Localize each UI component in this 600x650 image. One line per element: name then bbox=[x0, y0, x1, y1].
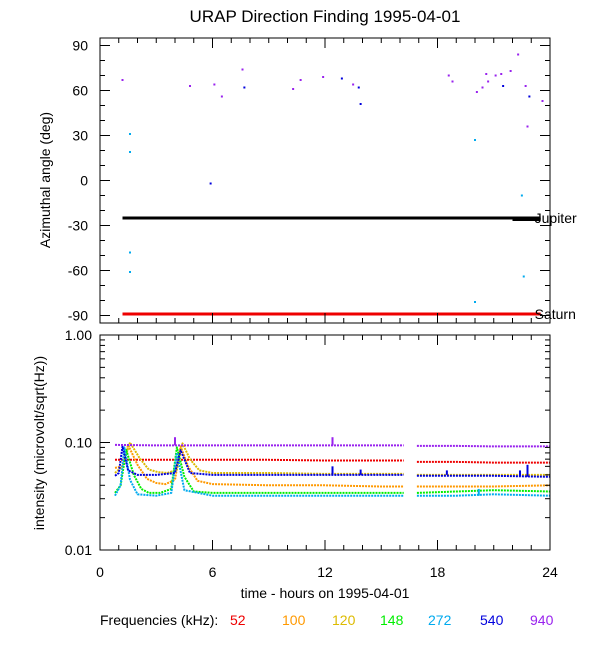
azimuth-point bbox=[359, 103, 362, 105]
azimuth-point bbox=[220, 95, 223, 98]
legend-entry-52: 52 bbox=[230, 612, 246, 628]
azimuth-point bbox=[299, 79, 302, 81]
x-tick-label: 12 bbox=[317, 564, 333, 580]
azimuth-point bbox=[189, 85, 191, 87]
intensity-series-120-a bbox=[114, 441, 404, 475]
legend-entry-148: 148 bbox=[380, 612, 404, 628]
azimuth-point bbox=[352, 83, 355, 86]
azimuth-point bbox=[121, 79, 124, 81]
intensity-y-tick-label: 0.01 bbox=[65, 542, 92, 558]
azimuth-point bbox=[447, 74, 450, 77]
azimuth-point bbox=[213, 83, 216, 86]
x-tick-label: 6 bbox=[209, 564, 217, 580]
legend-entry-100: 100 bbox=[282, 612, 306, 628]
azimuth-point bbox=[487, 80, 490, 83]
azimuth-plot-frame bbox=[99, 37, 551, 324]
azimuth-point bbox=[481, 86, 484, 89]
intensity-series-148-b bbox=[416, 489, 551, 494]
intensity-plot-frame bbox=[99, 334, 551, 551]
azimuth-point bbox=[485, 73, 488, 75]
legend-entry-540: 540 bbox=[480, 612, 504, 628]
intensity-series-940-b bbox=[416, 444, 550, 448]
azimuth-points bbox=[121, 53, 544, 303]
azimuth-y-tick-label: 90 bbox=[72, 38, 88, 54]
reference-label-jupiter: Jupiter bbox=[535, 210, 577, 226]
azimuth-point bbox=[241, 68, 244, 71]
azimuth-y-axis-label: Azimuthal angle (deg) bbox=[37, 112, 53, 248]
legend-entry-120: 120 bbox=[332, 612, 356, 628]
legend-entry-272: 272 bbox=[428, 612, 452, 628]
azimuth-point bbox=[541, 100, 544, 102]
azimuth-point bbox=[509, 70, 512, 72]
azimuth-point bbox=[526, 125, 529, 128]
intensity-y-tick-label: 0.10 bbox=[65, 435, 92, 451]
azimuth-point bbox=[494, 74, 497, 77]
azimuth-point bbox=[292, 88, 295, 90]
frequency-legend: Frequencies (kHz): 52 100 120 148 272 540 940 bbox=[100, 612, 554, 628]
azimuth-point bbox=[243, 86, 246, 89]
azimuth-axis-ticks: 90 60 30 0 -30 -60 -90 bbox=[68, 38, 551, 324]
azimuth-point bbox=[500, 73, 503, 75]
reference-label-saturn: Saturn bbox=[535, 306, 576, 322]
azimuth-point bbox=[528, 95, 531, 98]
azimuth-point bbox=[522, 275, 525, 278]
azimuth-point bbox=[340, 77, 343, 80]
azimuth-point bbox=[524, 85, 527, 87]
azimuth-y-tick-label: 30 bbox=[72, 128, 88, 144]
intensity-series bbox=[114, 437, 551, 497]
azimuth-y-tick-label: 0 bbox=[80, 173, 88, 189]
azimuth-point bbox=[209, 182, 212, 185]
azimuth-point bbox=[129, 151, 131, 153]
intensity-series-940-a bbox=[114, 443, 404, 447]
azimuth-point bbox=[502, 85, 505, 87]
frequency-legend-label: Frequencies (kHz): bbox=[100, 612, 218, 628]
x-tick-label: 18 bbox=[430, 564, 446, 580]
intensity-axis-ticks: 1.00 0.10 0.010 6 12 18 24 bbox=[65, 327, 558, 580]
x-tick-label: 24 bbox=[542, 564, 558, 580]
azimuth-panel: Jupiter Saturn 90 60 30 0 -30 -60 -90 Azimuthal… bbox=[37, 37, 577, 324]
azimuth-point bbox=[475, 91, 478, 93]
intensity-series-100-b bbox=[416, 484, 551, 488]
azimuth-y-tick-label: -60 bbox=[68, 263, 88, 279]
azimuth-y-tick-label: -30 bbox=[68, 218, 88, 234]
azimuth-point bbox=[474, 139, 476, 141]
intensity-series-540-b bbox=[416, 474, 551, 478]
chart-title: URAP Direction Finding 1995-04-01 bbox=[190, 7, 461, 26]
azimuth-point bbox=[129, 271, 131, 273]
intensity-series-272-b bbox=[416, 493, 551, 497]
azimuth-point bbox=[129, 251, 131, 254]
azimuth-point bbox=[129, 133, 131, 135]
azimuth-point bbox=[520, 194, 523, 197]
azimuth-point bbox=[474, 301, 476, 303]
intensity-y-axis-label: intensity (microvolt/sqrt(Hz)) bbox=[31, 356, 47, 530]
legend-entry-940: 940 bbox=[530, 612, 554, 628]
x-axis-label: time - hours on 1995-04-01 bbox=[241, 585, 410, 601]
intensity-y-tick-label: 1.00 bbox=[65, 327, 92, 343]
intensity-series-100-a bbox=[114, 443, 404, 488]
x-tick-label: 0 bbox=[96, 564, 104, 580]
intensity-series-52-a bbox=[115, 458, 404, 462]
azimuth-reference-lines: Jupiter Saturn bbox=[122, 210, 577, 322]
azimuth-point bbox=[451, 80, 454, 83]
intensity-panel: 1.00 0.10 0.010 6 12 18 24 intensity (microvol… bbox=[31, 327, 558, 580]
azimuth-point bbox=[517, 53, 520, 56]
azimuth-point bbox=[322, 76, 325, 78]
azimuth-y-tick-label: 60 bbox=[72, 83, 88, 99]
azimuth-y-tick-label: -90 bbox=[68, 308, 88, 324]
intensity-series-52-b bbox=[416, 460, 550, 464]
intensity-series-148-a bbox=[114, 446, 404, 494]
azimuth-point bbox=[357, 86, 360, 89]
